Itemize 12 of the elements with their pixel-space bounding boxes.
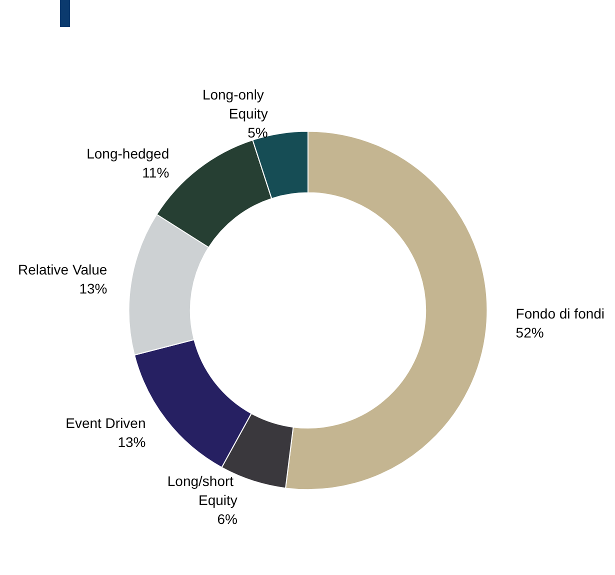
- data-label: 52%: [516, 324, 544, 340]
- data-label: 13%: [79, 280, 108, 297]
- data-label: 13%: [118, 434, 146, 450]
- slice-label: Long/short Equity: [167, 472, 238, 508]
- slice-label: Long-hedged: [86, 146, 170, 162]
- data-label: 6%: [217, 510, 238, 527]
- slice-label: Event Driven: [66, 414, 146, 431]
- slice-label: Relative Value: [18, 262, 108, 278]
- data-label: 11%: [142, 164, 170, 181]
- data-label: 5%: [248, 124, 268, 141]
- slice-label: Fondo di fondi: [516, 305, 605, 322]
- slice-label: Long-only Equity: [202, 86, 268, 122]
